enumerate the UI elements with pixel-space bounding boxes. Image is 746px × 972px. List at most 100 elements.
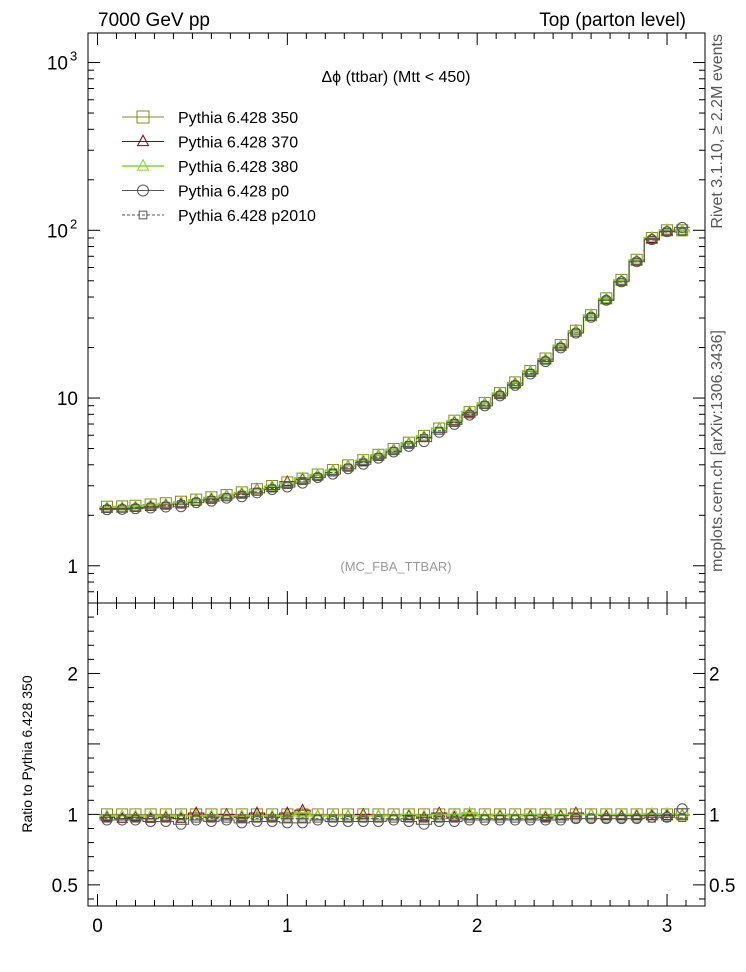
legend-item: Pythia 6.428 350: [122, 110, 298, 127]
data-point: [175, 501, 187, 513]
series-4: [99, 228, 690, 514]
data-point: [480, 401, 489, 410]
main-series-group: [99, 221, 690, 516]
data-point: [465, 814, 474, 823]
data-point: [374, 453, 383, 462]
data-point: [175, 495, 187, 507]
data-point: [161, 501, 170, 510]
data-point: [192, 498, 201, 507]
data-point: [102, 505, 111, 514]
data-point: [359, 458, 368, 467]
data-point: [509, 379, 521, 391]
data-point: [511, 380, 520, 389]
data-point: [190, 806, 203, 818]
x-tick-label: 1: [282, 916, 293, 937]
data-point: [328, 468, 337, 477]
data-point: [617, 278, 626, 287]
data-point: [161, 814, 170, 823]
data-point: [418, 436, 430, 448]
data-point: [297, 817, 309, 829]
data-point: [678, 813, 687, 822]
data-point: [283, 814, 292, 823]
data-point: [192, 814, 201, 823]
data-point: [554, 338, 567, 350]
data-point: [281, 806, 294, 818]
series-3: [99, 221, 690, 516]
data-point: [118, 504, 127, 513]
data-point: [129, 503, 141, 515]
y-tick-label-right: 0.5: [709, 876, 735, 897]
data-point: [403, 815, 415, 827]
data-point: [283, 481, 292, 490]
data-point: [281, 817, 293, 829]
data-point: [146, 814, 155, 823]
y-tick-label-right: 2: [709, 664, 720, 685]
data-point: [418, 818, 430, 830]
data-point: [268, 814, 277, 823]
main-x-axis: [96, 33, 687, 603]
data-point: [433, 807, 446, 819]
data-point: [344, 814, 353, 823]
y-tick-label-right: 1: [709, 805, 720, 826]
legend-item: Pythia 6.428 370: [122, 134, 298, 152]
ratio-y-axis: 0.5 0.5 1 1 2 2: [52, 616, 735, 900]
data-point: [359, 814, 368, 823]
data-point: [296, 806, 309, 818]
data-point: [344, 463, 353, 472]
legend-item: Pythia 6.428 p2010: [122, 208, 316, 225]
data-point: [387, 442, 400, 454]
rivet-version-label: Rivet 3.1.10, ≥ 2.2M events: [709, 34, 726, 229]
data-point: [448, 815, 460, 827]
series-line: [99, 230, 690, 509]
y-tick-label: 2: [67, 664, 78, 685]
series-line: [99, 817, 690, 820]
data-point: [342, 463, 354, 475]
data-point: [296, 471, 309, 483]
data-point: [433, 815, 445, 827]
data-point: [131, 504, 140, 513]
data-point: [587, 814, 596, 823]
series-line: [99, 229, 690, 508]
data-point: [479, 400, 491, 412]
data-point: [495, 814, 504, 823]
data-point: [435, 426, 444, 435]
series-1: [99, 223, 690, 513]
data-point: [541, 356, 550, 365]
data-point: [313, 814, 322, 823]
data-point: [207, 814, 216, 823]
y-tick-label: 10: [47, 54, 68, 75]
x-tick-label: 3: [662, 916, 673, 937]
data-point: [312, 471, 324, 483]
data-point: [647, 814, 656, 823]
data-point: [138, 210, 148, 220]
data-point: [676, 803, 688, 815]
data-point: [526, 369, 535, 378]
legend-label: Pythia 6.428 p2010: [178, 208, 316, 225]
data-point: [207, 495, 216, 504]
energy-label: 7000 GeV pp: [98, 10, 210, 31]
ratio-plot-frame: [87, 602, 706, 907]
data-point: [571, 814, 580, 823]
data-point: [463, 806, 476, 818]
data-point: [101, 504, 113, 516]
data-point: [418, 429, 430, 441]
data-point: [587, 313, 596, 322]
y-tick-label: 1: [67, 557, 78, 578]
data-point: [251, 815, 263, 827]
data-point: [222, 814, 231, 823]
data-point: [647, 236, 656, 245]
data-point: [600, 291, 613, 303]
data-point: [252, 814, 261, 823]
data-point: [281, 474, 294, 487]
data-point: [298, 814, 307, 823]
data-point: [237, 490, 246, 499]
ratio-plot-panel: 0.5 0.5 1 1 2 2 0 1 2 3 Ratio to Pythia 6.428 35…: [19, 602, 735, 937]
legend-item: Pythia 6.428 380: [122, 158, 298, 176]
data-point: [266, 815, 278, 827]
legend-label: Pythia 6.428 350: [178, 110, 298, 127]
data-point: [220, 488, 233, 500]
data-point: [136, 110, 150, 124]
data-point: [403, 807, 415, 819]
data-point: [404, 814, 413, 823]
data-point: [313, 473, 322, 482]
